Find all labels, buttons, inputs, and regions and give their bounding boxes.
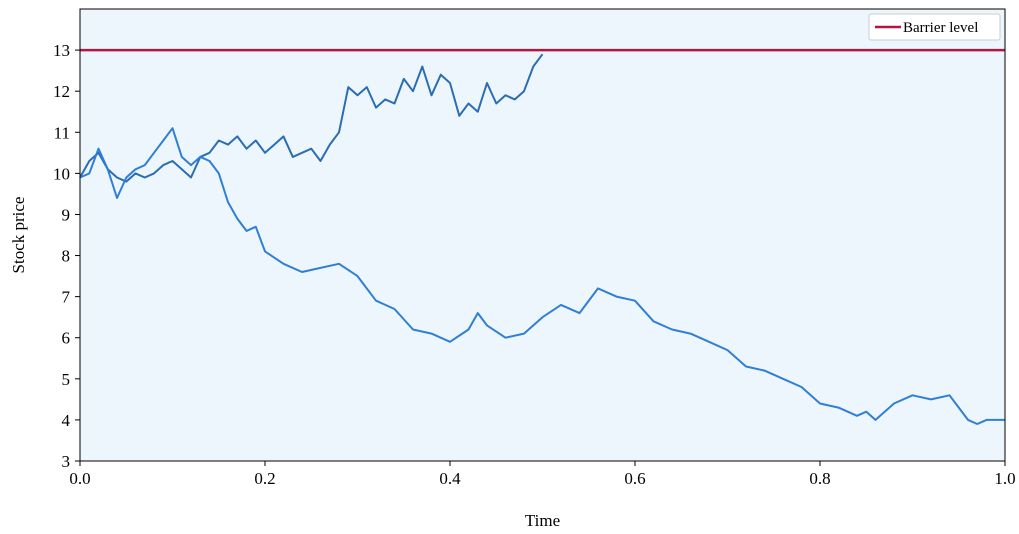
y-tick-label: 10: [53, 164, 70, 183]
y-tick-label: 5: [62, 370, 71, 389]
y-tick-label: 6: [62, 329, 71, 348]
series-line-1: [79, 53, 544, 183]
legend: Barrier level: [868, 13, 1001, 41]
x-tick-label: 1.0: [994, 469, 1015, 488]
y-tick-label: 8: [62, 247, 71, 266]
x-tick-label: 0.0: [69, 469, 90, 488]
x-tick-label: 0.2: [254, 469, 275, 488]
y-axis-ticks: 3 4 5 6 7 8 9 10 11 12 13: [53, 41, 80, 471]
x-axis-title: Time: [525, 511, 560, 530]
series-layer: [79, 53, 1005, 425]
plot-frame: [79, 8, 1006, 462]
y-tick-label: 12: [53, 82, 70, 101]
x-tick-label: 0.4: [439, 469, 461, 488]
series-line-2: [79, 127, 1005, 425]
y-tick-label: 13: [53, 41, 70, 60]
y-tick-label: 9: [62, 205, 71, 224]
x-axis-ticks: 0.0 0.2 0.4 0.6 0.8 1.0: [69, 461, 1016, 488]
y-tick-label: 11: [54, 123, 70, 142]
y-tick-label: 7: [62, 288, 71, 307]
x-tick-label: 0.6: [624, 469, 645, 488]
y-axis-title: Stock price: [9, 197, 28, 274]
legend-box: [868, 13, 1001, 41]
x-tick-label: 0.8: [809, 469, 830, 488]
legend-label-barrier: Barrier level: [903, 20, 978, 36]
plot-area: [80, 9, 1005, 461]
y-tick-label: 3: [62, 452, 71, 471]
y-tick-label: 4: [62, 411, 71, 430]
